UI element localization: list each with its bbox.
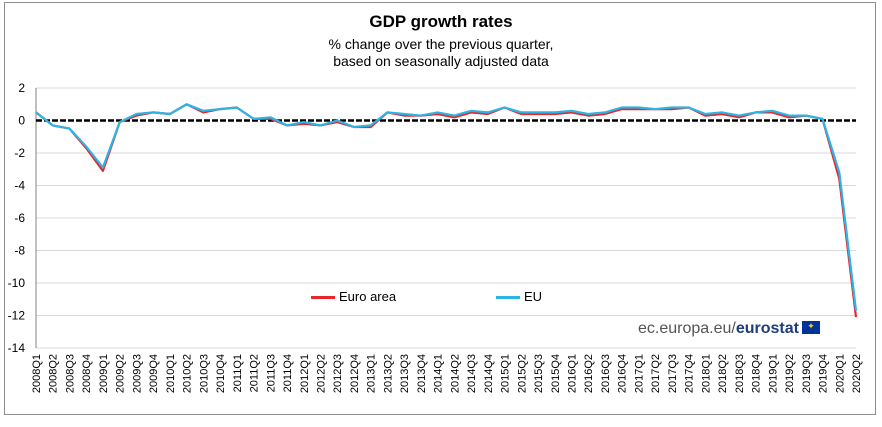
- y-tick-label: -10: [8, 276, 26, 290]
- x-tick-label: 2018Q3: [734, 354, 746, 393]
- y-tick-labels: 2 0 -2 -4 -6 -8 -10 -12 -14: [8, 81, 26, 355]
- x-tick-label: 2016Q4: [617, 354, 629, 393]
- x-tick-label: 2014Q3: [466, 354, 478, 393]
- source-prefix: ec.europa.eu/: [638, 320, 736, 337]
- x-tick-label: 2012Q4: [349, 354, 361, 393]
- x-tick-label: 2013Q1: [366, 354, 378, 393]
- source-brand: eurostat: [735, 320, 799, 337]
- series-line-euro-area: [35, 103, 858, 318]
- x-tick-label: 2008Q3: [64, 354, 76, 393]
- x-tick-label: 2018Q1: [700, 354, 712, 393]
- x-tick-label: 2009Q3: [131, 354, 143, 393]
- x-tick-label: 2020Q2: [851, 354, 863, 393]
- x-tick-label: 2016Q3: [600, 354, 612, 393]
- x-tick-label: 2011Q3: [265, 354, 277, 392]
- x-tick-label: 2010Q2: [182, 354, 194, 393]
- x-tick-label: 2019Q4: [818, 354, 830, 393]
- x-tick-label: 2018Q2: [717, 354, 729, 393]
- x-tick-label: 2010Q1: [165, 354, 177, 393]
- x-tick-label: 2008Q2: [48, 354, 60, 393]
- chart-subtitle-line2: based on seasonally adjusted data: [333, 53, 549, 69]
- x-tick-label: 2016Q2: [583, 354, 595, 393]
- source-credit: ec.europa.eu/eurostat ✦: [638, 320, 820, 338]
- x-tick-label: 2018Q4: [751, 354, 763, 393]
- legend-swatch-euro-area: [311, 296, 335, 300]
- x-tick-label: 2017Q3: [667, 354, 679, 393]
- y-tick-label: 2: [18, 81, 25, 95]
- legend-label-euro-area: Euro area: [339, 289, 397, 304]
- x-tick-label: 2011Q1: [232, 354, 244, 392]
- x-tick-label: 2010Q4: [215, 354, 227, 393]
- y-tick-label: -8: [14, 244, 25, 258]
- x-tick-label: 2014Q4: [483, 354, 495, 393]
- x-tick-label: 2013Q4: [416, 354, 428, 393]
- x-tick-label: 2016Q1: [567, 354, 579, 393]
- x-tick-label: 2012Q2: [315, 354, 327, 393]
- y-tick-label: -14: [8, 341, 26, 355]
- x-tick-label: 2015Q4: [550, 354, 562, 393]
- x-tick-label: 2012Q1: [299, 354, 311, 393]
- x-tick-label: 2013Q3: [399, 354, 411, 393]
- eu-flag-icon: ✦: [801, 321, 820, 334]
- x-tick-label: 2009Q1: [98, 354, 110, 393]
- legend-label-eu: EU: [524, 289, 543, 304]
- x-tick-label: 2014Q2: [449, 354, 461, 393]
- x-tick-label: 2017Q4: [684, 354, 696, 393]
- x-tick-label: 2008Q4: [81, 354, 93, 393]
- y-tick-label: -6: [14, 211, 25, 225]
- gridlines: [36, 87, 856, 349]
- x-tick-label: 2013Q2: [382, 354, 394, 393]
- x-tick-label: 2019Q2: [784, 354, 796, 393]
- legend-item-eu: EU: [496, 289, 542, 304]
- chart-frame: [4, 2, 876, 415]
- x-tick-label: 2008Q1: [31, 354, 43, 393]
- series-lines: [35, 103, 858, 318]
- x-tick-label: 2009Q2: [115, 354, 127, 393]
- x-tick-label: 2015Q3: [533, 354, 545, 393]
- legend-swatch-eu: [496, 296, 520, 300]
- y-tick-label: -2: [14, 146, 25, 160]
- series-line-eu: [35, 103, 858, 311]
- y-tick-label: -4: [14, 179, 25, 193]
- legend-item-euro-area: Euro area: [311, 289, 396, 304]
- x-tick-label: 2019Q3: [801, 354, 813, 393]
- x-tick-label: 2015Q2: [516, 354, 528, 393]
- x-tick-label: 2012Q3: [332, 354, 344, 393]
- y-tick-label: 0: [18, 114, 25, 128]
- x-tick-label: 2020Q1: [834, 354, 846, 393]
- chart-title: GDP growth rates: [369, 12, 513, 31]
- x-tick-label: 2015Q1: [500, 354, 512, 393]
- x-tick-label: 2017Q2: [650, 354, 662, 393]
- x-tick-label: 2011Q2: [249, 354, 261, 392]
- x-tick-label: 2019Q1: [767, 354, 779, 393]
- x-tick-label: 2009Q4: [148, 354, 160, 393]
- x-tick-label: 2011Q4: [282, 354, 294, 392]
- chart-subtitle-line1: % change over the previous quarter,: [328, 36, 554, 52]
- x-tick-labels: 2008Q1 2008Q2 2008Q3 2008Q4 2009Q1 2009Q2 2009…: [31, 354, 863, 393]
- x-tick-label: 2010Q3: [198, 354, 210, 393]
- x-tick-label: 2017Q1: [633, 354, 645, 393]
- y-tick-label: -12: [8, 309, 26, 323]
- x-tick-label: 2014Q1: [433, 354, 445, 393]
- axes: [35, 88, 856, 348]
